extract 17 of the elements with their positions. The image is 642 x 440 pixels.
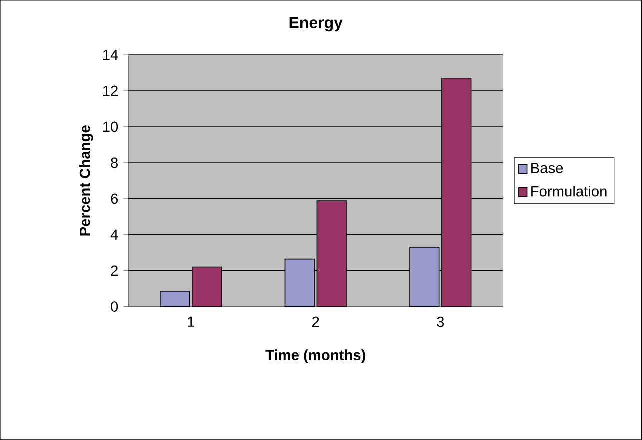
y-tick-label: 12 [103,86,118,96]
y-axis-title: Percent Change [79,125,94,236]
x-tick-label: 3 [437,316,444,328]
y-tick-label: 4 [110,230,118,240]
x-axis-title: Time (months) [266,349,366,364]
chart-title: Energy [290,17,343,32]
y-tick-label: 10 [103,122,118,132]
y-tick-label: 8 [111,158,118,168]
y-tick-label: 14 [103,50,118,60]
y-tick-label: 6 [111,194,118,204]
y-tick-label: 2 [111,266,118,276]
legend-label: Base [532,163,564,174]
bar [160,290,190,307]
x-tick-label: 2 [312,316,320,327]
legend-label: Formulation [532,186,607,197]
y-tick-label: 0 [111,301,118,312]
x-tick-label: 1 [188,316,194,327]
